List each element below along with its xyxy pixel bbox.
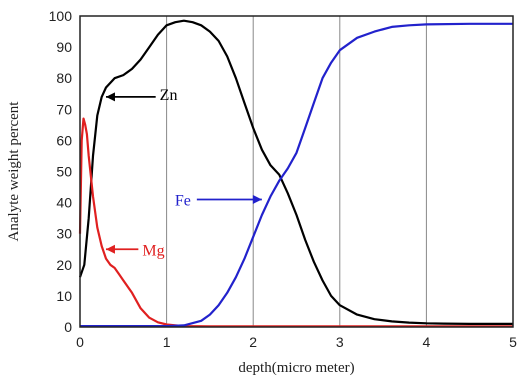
x-tick-label: 1 [163, 334, 171, 350]
y-tick-label: 40 [56, 195, 72, 211]
series-line-fe [80, 22, 513, 328]
y-tick-label: 50 [56, 164, 72, 180]
annotation-label-fe: Fe [175, 192, 191, 209]
y-tick-label: 70 [56, 101, 72, 117]
annotation-label-zn: Zn [160, 87, 178, 104]
grid-lines [166, 16, 427, 327]
x-tick-label: 3 [336, 334, 344, 350]
annotations: Zn Mg Fe [105, 87, 262, 259]
y-tick-label: 100 [49, 8, 73, 24]
x-tick-label: 2 [249, 334, 257, 350]
x-tick-label: 4 [423, 334, 431, 350]
y-tick-label: 60 [56, 132, 72, 148]
annotation-arrowhead-mg [105, 244, 115, 254]
x-axis-label: depth(micro meter) [238, 360, 354, 376]
y-tick-label: 90 [56, 39, 72, 55]
y-axis-label: Analyte weight percent [6, 101, 22, 242]
annotation-arrowhead-zn [105, 92, 115, 102]
annotation-label-mg: Mg [142, 242, 164, 259]
y-tick-label: 0 [64, 319, 72, 335]
plot-frame [79, 15, 514, 328]
series-line-zn [78, 19, 513, 325]
x-tick-label: 0 [76, 334, 84, 350]
series-lines [78, 19, 513, 328]
y-tick-label: 20 [56, 257, 72, 273]
x-tick-label: 5 [509, 334, 517, 350]
y-tick-label: 30 [56, 226, 72, 242]
y-tick-label: 10 [56, 288, 72, 304]
y-tick-label: 80 [56, 70, 72, 86]
annotation-arrowhead-fe [252, 194, 262, 204]
